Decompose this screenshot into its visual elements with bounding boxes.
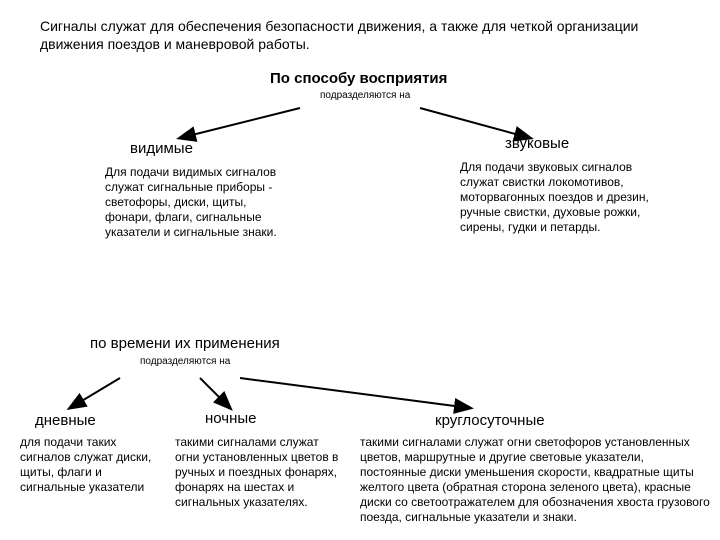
branch-night-title: ночные xyxy=(205,410,257,427)
section2-subnote: подразделяются на xyxy=(140,356,230,367)
section2-title: по времени их применения xyxy=(90,335,280,352)
branch-audible-body: Для подачи звуковых сигналов служат свис… xyxy=(460,160,655,235)
branch-audible-title: звуковые xyxy=(505,135,569,152)
section1-title: По способу восприятия xyxy=(270,70,447,87)
branch-allday-title: круглосуточные xyxy=(435,412,545,429)
branch-allday-body: такими сигналами служат огни светофоров … xyxy=(360,435,710,525)
branch-day-body: для подачи таких сигналов служат диски, … xyxy=(20,435,160,495)
branch-night-body: такими сигналами служат огни установленн… xyxy=(175,435,345,510)
section1-subnote: подразделяются на xyxy=(320,90,410,101)
branch-day-title: дневные xyxy=(35,412,96,429)
branch-visible-title: видимые xyxy=(130,140,193,157)
intro-text: Сигналы служат для обеспечения безопасно… xyxy=(40,18,680,53)
branch-visible-body: Для подачи видимых сигналов служат сигна… xyxy=(105,165,280,240)
